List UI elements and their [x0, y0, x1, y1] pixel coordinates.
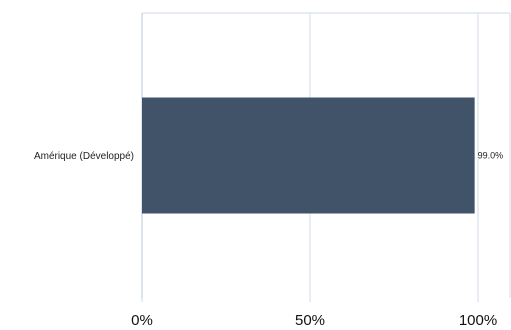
bar [142, 97, 475, 214]
bars [142, 97, 475, 214]
labels: 0% 50% 100% Amérique (Développé) 99.0% [34, 151, 503, 330]
x-tick-label: 50% [295, 312, 325, 329]
x-tick-label: 100% [459, 312, 497, 329]
x-tick-label: 0% [131, 312, 153, 329]
data-label: 99.0% [478, 151, 504, 161]
category-label: Amérique (Développé) [34, 151, 134, 162]
